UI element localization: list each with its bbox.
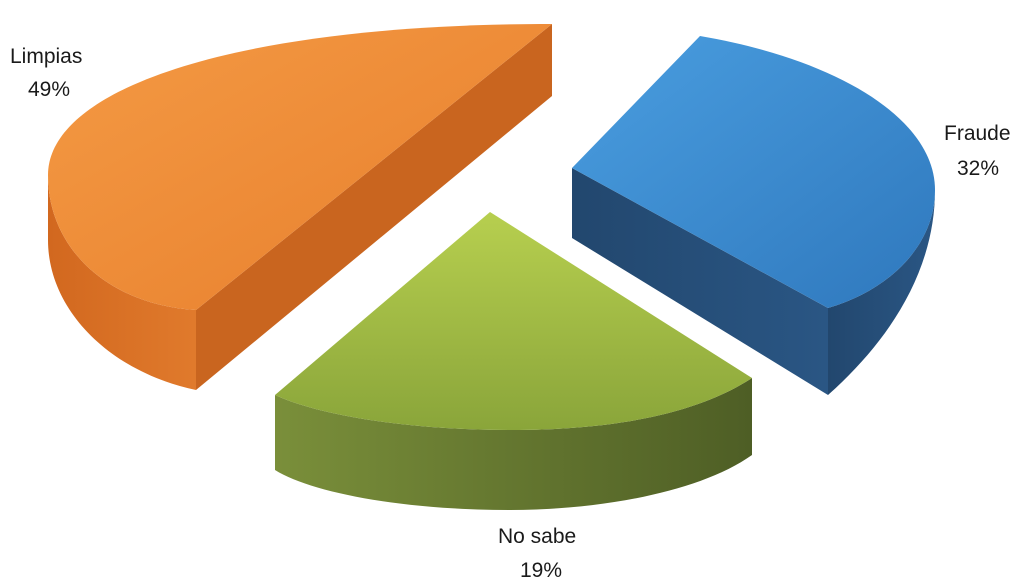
slice-fraude-top <box>572 36 935 308</box>
label-no-sabe-value: 19% <box>520 559 562 581</box>
label-limpias-name: Limpias <box>10 45 82 68</box>
slice-no-sabe-side <box>275 378 752 510</box>
slice-fraude <box>572 36 935 395</box>
slice-limpias-top <box>48 24 552 310</box>
slice-no-sabe-top <box>275 212 752 430</box>
slice-fraude-side-outer <box>828 190 935 395</box>
label-fraude-name: Fraude <box>944 122 1011 145</box>
slice-no-sabe <box>275 212 752 510</box>
slice-limpias <box>48 24 552 390</box>
label-no-sabe-name: No sabe <box>498 525 576 548</box>
label-fraude-value: 32% <box>957 157 999 180</box>
slice-limpias-side-outer <box>48 175 196 390</box>
slice-fraude-side-inner <box>572 168 828 395</box>
slice-limpias-side-inner <box>196 24 552 390</box>
label-limpias-value: 49% <box>28 78 70 101</box>
